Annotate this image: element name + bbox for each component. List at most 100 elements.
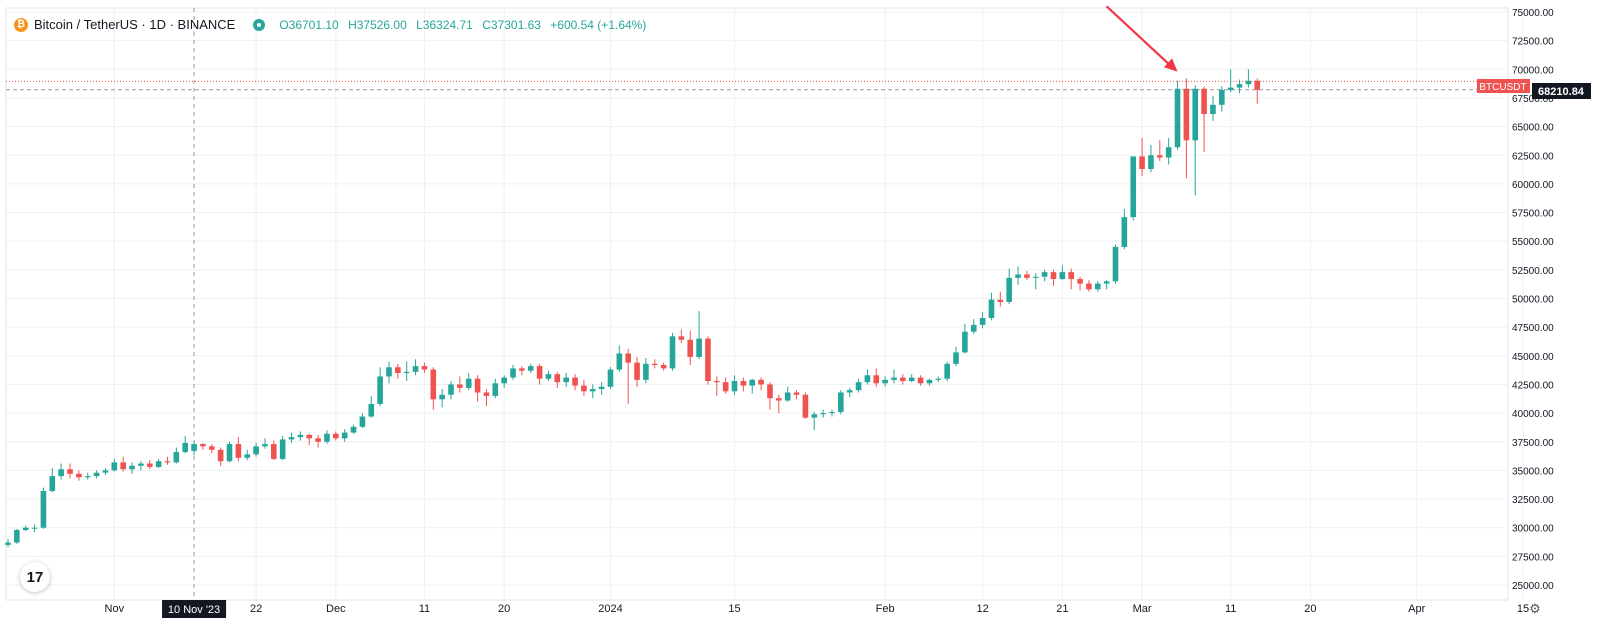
candle[interactable] — [722, 377, 729, 394]
candle[interactable] — [377, 367, 383, 407]
plot-area[interactable] — [5, 7, 1509, 601]
candle[interactable] — [1068, 268, 1074, 290]
candle[interactable] — [403, 361, 410, 382]
candle[interactable] — [1041, 269, 1048, 282]
candle[interactable] — [527, 363, 534, 373]
candle[interactable] — [696, 311, 702, 360]
candle[interactable] — [838, 390, 844, 415]
candle[interactable] — [58, 463, 64, 480]
candle[interactable] — [1148, 144, 1154, 173]
candle[interactable] — [1245, 69, 1252, 88]
candle[interactable] — [76, 470, 82, 481]
candle[interactable] — [350, 424, 357, 434]
candle[interactable] — [244, 449, 251, 461]
candle[interactable] — [341, 429, 348, 442]
candle[interactable] — [146, 460, 153, 470]
time-axis[interactable]: Nov 22 Dec 11 20 2024 15 Feb 12 21 Mar 11 20 Apr 15 — [105, 603, 1530, 615]
candle[interactable] — [944, 361, 950, 382]
candle[interactable] — [155, 458, 162, 469]
candle[interactable] — [855, 378, 862, 393]
candle[interactable] — [271, 440, 277, 461]
candle[interactable] — [616, 345, 623, 372]
candle[interactable] — [22, 525, 29, 532]
candle[interactable] — [14, 528, 20, 544]
candle[interactable] — [1006, 268, 1012, 305]
candle[interactable] — [625, 348, 631, 404]
candle[interactable] — [1121, 209, 1128, 250]
candle[interactable] — [935, 376, 942, 383]
candle[interactable] — [164, 456, 171, 465]
candle[interactable] — [988, 292, 995, 321]
candle[interactable] — [208, 444, 215, 454]
candle[interactable] — [820, 409, 826, 418]
candle[interactable] — [1227, 69, 1234, 93]
candle[interactable] — [191, 441, 197, 456]
candle[interactable] — [200, 442, 206, 450]
candle[interactable] — [846, 387, 853, 398]
candle[interactable] — [997, 291, 1004, 307]
candle[interactable] — [359, 413, 366, 428]
candle[interactable] — [687, 330, 694, 365]
candle[interactable] — [572, 374, 578, 391]
candle[interactable] — [235, 437, 242, 462]
candle[interactable] — [279, 436, 286, 461]
candle[interactable] — [1077, 276, 1083, 291]
candle[interactable] — [430, 367, 437, 410]
candle[interactable] — [979, 312, 986, 329]
candle[interactable] — [1174, 80, 1181, 150]
candle[interactable] — [120, 456, 126, 472]
candle[interactable] — [1219, 86, 1225, 112]
candle[interactable] — [333, 431, 339, 441]
candle[interactable] — [421, 362, 428, 373]
candle[interactable] — [1139, 138, 1145, 176]
candle[interactable] — [563, 372, 569, 387]
candle[interactable] — [226, 441, 233, 463]
candle[interactable] — [1236, 79, 1243, 94]
candle[interactable] — [1157, 140, 1163, 161]
candle[interactable] — [829, 409, 835, 417]
price-axis[interactable]: 75000.00 72500.00 70000.00 67500.00 65000.00… — [1512, 8, 1554, 592]
candle[interactable] — [1201, 86, 1207, 152]
candle[interactable] — [439, 389, 445, 408]
candle[interactable] — [589, 384, 596, 399]
bitcoin-icon[interactable]: ₿ — [14, 17, 28, 32]
candle[interactable] — [1086, 280, 1092, 292]
candle[interactable] — [643, 358, 649, 384]
candle[interactable] — [900, 374, 906, 385]
candle[interactable] — [634, 356, 640, 387]
candle[interactable] — [102, 468, 109, 475]
candle[interactable] — [731, 375, 738, 395]
candle[interactable] — [111, 458, 118, 472]
candle[interactable] — [970, 319, 977, 335]
candle[interactable] — [554, 371, 561, 388]
candle[interactable] — [5, 539, 11, 548]
candle[interactable] — [84, 472, 91, 480]
candle[interactable] — [448, 381, 454, 400]
symbol-title[interactable]: Bitcoin / TetherUS · 1D · BINANCE — [34, 17, 236, 32]
candle[interactable] — [483, 389, 490, 407]
candle[interactable] — [873, 368, 880, 387]
candle[interactable] — [926, 378, 933, 386]
candle[interactable] — [297, 431, 304, 441]
candle[interactable] — [882, 376, 888, 387]
candle[interactable] — [607, 367, 614, 390]
candle[interactable] — [1165, 138, 1172, 165]
candle[interactable] — [182, 436, 188, 454]
candle[interactable] — [1192, 85, 1199, 196]
visibility-icon[interactable] — [253, 18, 266, 31]
candle[interactable] — [395, 363, 401, 379]
candlestick-series[interactable] — [5, 69, 1261, 548]
candle[interactable] — [705, 336, 711, 385]
candle[interactable] — [173, 447, 180, 464]
tradingview-logo-icon[interactable]: 17 — [20, 562, 50, 592]
candle[interactable] — [457, 376, 463, 393]
candle[interactable] — [917, 375, 924, 386]
candle[interactable] — [953, 346, 959, 367]
candle[interactable] — [908, 374, 915, 383]
candle[interactable] — [714, 376, 720, 396]
candle[interactable] — [1059, 265, 1066, 281]
candle[interactable] — [1254, 78, 1261, 104]
candle[interactable] — [660, 362, 667, 371]
candle[interactable] — [1130, 156, 1137, 221]
